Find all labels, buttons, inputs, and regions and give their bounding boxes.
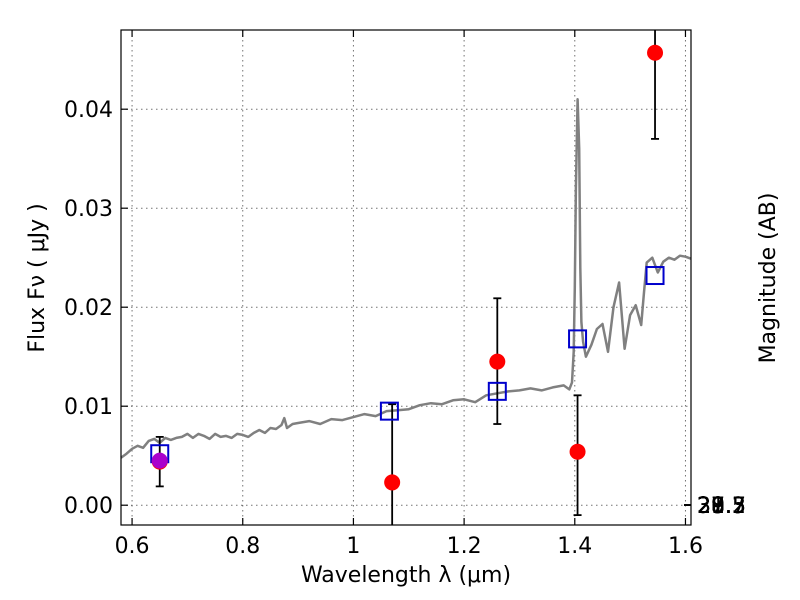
y-tick-label: 0.04 bbox=[64, 98, 113, 123]
y-tick-label: 0.00 bbox=[64, 494, 113, 519]
y-ticks: 0.00 0.01 0.02 0.03 0.04 bbox=[64, 98, 128, 519]
marker-layer bbox=[150, 44, 665, 491]
spectrum-layer bbox=[120, 98, 692, 459]
magnitude-tick-label: 31 bbox=[697, 494, 725, 519]
observed-data-point bbox=[569, 443, 586, 460]
x-tick-label: 0.6 bbox=[115, 534, 150, 559]
plot-frame bbox=[120, 29, 692, 526]
model-square-marker bbox=[379, 401, 399, 421]
magnitude-tick-label: 28.2 bbox=[697, 494, 746, 519]
x-tick-label: 1.2 bbox=[447, 534, 482, 559]
y-tick-label: 0.03 bbox=[64, 197, 113, 222]
observed-data-point bbox=[647, 44, 664, 61]
model-square-marker bbox=[568, 329, 588, 349]
magnitude-tick-label: 30 bbox=[697, 494, 725, 519]
y-tick-label: 0.02 bbox=[64, 296, 113, 321]
magnitude-axis-label: Magnitude (AB) bbox=[756, 193, 781, 364]
x-ticks: 0.6 0.8 1 1.2 1.4 1.6 bbox=[115, 30, 703, 559]
grid-lines bbox=[121, 30, 691, 525]
x-tick-label: 1.4 bbox=[557, 534, 592, 559]
magnitude-tick-label: 28 bbox=[697, 494, 725, 519]
magnitude-tick-label: 29.5 bbox=[697, 494, 746, 519]
model-square-marker bbox=[487, 381, 507, 401]
magnitude-tick-label: 27.7 bbox=[697, 494, 746, 519]
magnitude-tick-label: 27.3 bbox=[697, 494, 746, 519]
magnitude-tick-label: 29 bbox=[697, 494, 725, 519]
template-spectrum-line bbox=[120, 98, 692, 459]
x-tick-label: 0.8 bbox=[225, 534, 260, 559]
observed-data-point bbox=[384, 474, 401, 491]
y-tick-label: 0.01 bbox=[64, 395, 113, 420]
model-square-marker bbox=[645, 266, 665, 286]
x-axis-label: Wavelength λ (μm) bbox=[301, 563, 511, 588]
x-tick-label: 1.6 bbox=[668, 534, 703, 559]
y-axis-label: Flux Fν ( μJy ) bbox=[25, 203, 50, 352]
observed-data-point bbox=[489, 353, 506, 370]
x-tick-label: 1 bbox=[346, 534, 360, 559]
magnitude-tick-label: 28.5 bbox=[697, 494, 746, 519]
purple-data-point bbox=[151, 452, 168, 469]
magnitude-tick-label: 27.5 bbox=[697, 494, 746, 519]
